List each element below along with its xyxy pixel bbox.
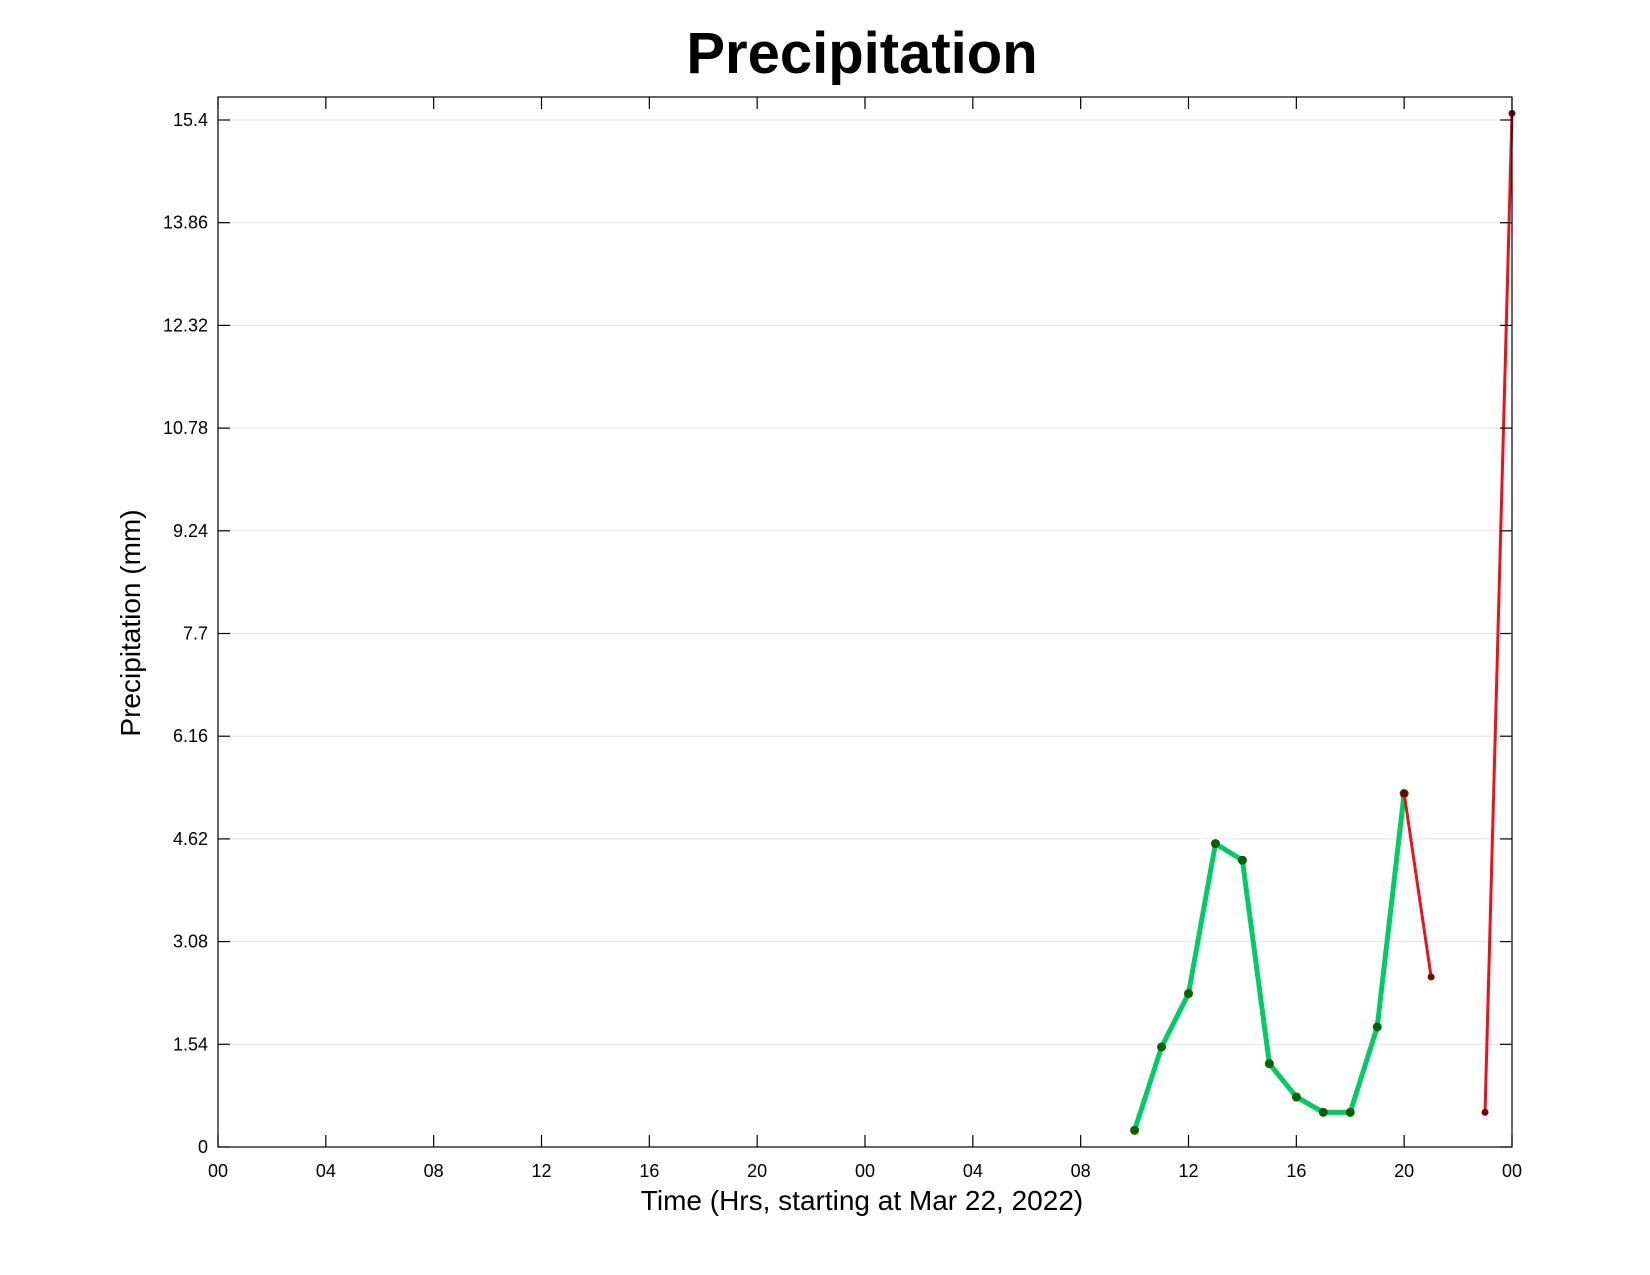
grid-lines [218, 119, 1512, 1045]
y-tick-label: 4.62 [173, 829, 208, 849]
x-tick-label: 04 [316, 1161, 336, 1181]
x-tick-label: 12 [531, 1161, 551, 1181]
x-tick-label: 08 [424, 1161, 444, 1181]
y-axis-label: Precipitation (mm) [115, 509, 146, 736]
data-point [1400, 790, 1408, 798]
series-line [1132, 791, 1407, 1133]
y-tick-label: 0 [198, 1137, 208, 1157]
x-tick-label: 04 [963, 1161, 983, 1181]
data-point [1427, 973, 1435, 981]
data-point [1237, 855, 1247, 865]
data-point [1264, 1059, 1274, 1069]
x-tick-label: 00 [855, 1161, 875, 1181]
data-point [1291, 1092, 1301, 1102]
y-tick-label: 12.32 [163, 315, 208, 335]
y-tick-label: 9.24 [173, 521, 208, 541]
y-tick-label: 6.16 [173, 726, 208, 746]
y-tick-label: 10.78 [163, 418, 208, 438]
x-tick-label: 00 [1502, 1161, 1522, 1181]
data-point [1345, 1107, 1355, 1117]
x-tick-label: 20 [1394, 1161, 1414, 1181]
axis-ticks: 0 1.54 3.08 4.62 6.16 7.7 9.24 10.78 12.32 13.86 1… [163, 97, 1522, 1181]
y-tick-label: 3.08 [173, 932, 208, 952]
y-tick-label: 15.4 [173, 110, 208, 130]
data-point [1184, 989, 1193, 999]
y-tick-label: 1.54 [173, 1034, 208, 1054]
y-tick-label: 13.86 [163, 213, 208, 233]
x-tick-label: 12 [1178, 1161, 1198, 1181]
x-tick-label: 00 [208, 1161, 228, 1181]
chart-title: Precipitation [686, 21, 1037, 86]
data-point [1318, 1107, 1328, 1117]
data-point [1210, 839, 1220, 849]
x-axis-label: Time (Hrs, starting at Mar 22, 2022) [641, 1185, 1083, 1216]
plot-area-frame [217, 96, 1513, 1148]
data-point [1372, 1022, 1382, 1032]
data-point [1481, 1108, 1489, 1116]
x-tick-label: 16 [1286, 1161, 1306, 1181]
x-tick-label: 16 [639, 1161, 659, 1181]
x-tick-label: 20 [747, 1161, 767, 1181]
series-line [1483, 111, 1514, 1114]
x-tick-label: 08 [1071, 1161, 1091, 1181]
data-point [1130, 1125, 1140, 1135]
y-tick-label: 7.7 [183, 624, 208, 644]
data-series [1130, 109, 1516, 1135]
series-line [1402, 792, 1433, 979]
data-point [1157, 1042, 1167, 1052]
